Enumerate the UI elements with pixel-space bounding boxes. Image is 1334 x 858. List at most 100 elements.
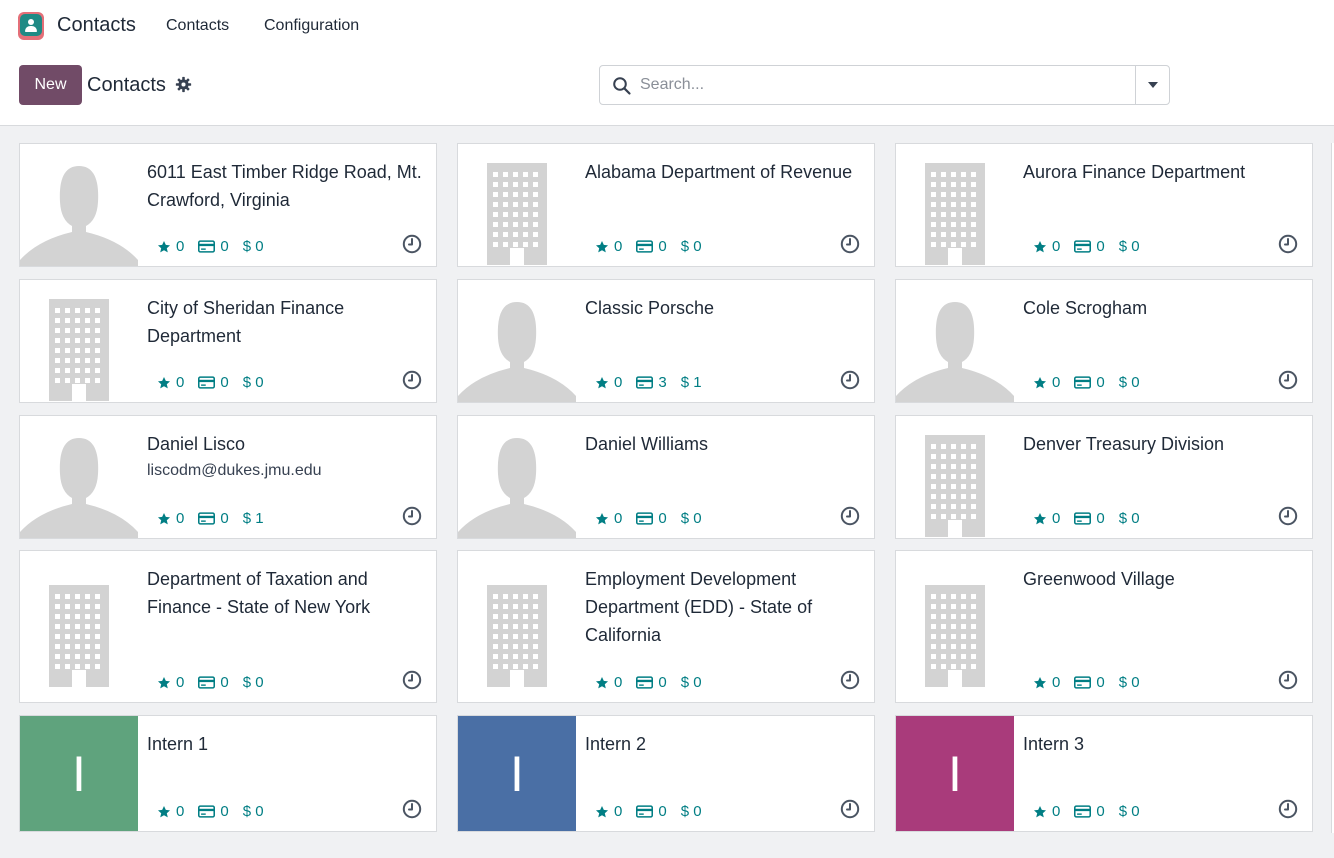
activity-clock-icon[interactable]: [840, 370, 860, 390]
activity-clock-icon[interactable]: [840, 670, 860, 690]
sales-stat[interactable]: $ 1: [681, 374, 702, 391]
contact-card[interactable]: Aurora Finance Department 0 0 $ 0: [895, 143, 1313, 267]
activity-clock-icon[interactable]: [1278, 799, 1298, 819]
sales-stat[interactable]: $ 0: [681, 238, 702, 255]
contact-card[interactable]: Employment Development Department (EDD) …: [457, 550, 875, 703]
contact-card[interactable]: I Intern 1 0 0 $ 0: [19, 715, 437, 832]
contact-card[interactable]: 6011 East Timber Ridge Road, Mt. Crawfor…: [19, 143, 437, 267]
opportunities-stat[interactable]: 0: [157, 510, 184, 527]
initial-avatar: I: [20, 716, 138, 831]
activity-clock-icon[interactable]: [402, 506, 422, 526]
sales-stat[interactable]: $ 0: [243, 803, 264, 820]
opportunities-stat[interactable]: 0: [595, 674, 622, 691]
opportunities-stat[interactable]: 0: [157, 238, 184, 255]
contact-card[interactable]: Denver Treasury Division 0 0 $ 0: [895, 415, 1313, 539]
sales-stat[interactable]: $ 0: [681, 803, 702, 820]
payments-stat[interactable]: 0: [636, 674, 667, 691]
contact-stats: 0 0 $ 0: [1033, 674, 1154, 691]
contact-card[interactable]: City of Sheridan Finance Department 0 0 $ 0: [19, 279, 437, 403]
opportunities-stat[interactable]: 0: [1033, 510, 1060, 527]
app-name[interactable]: Contacts: [57, 14, 136, 36]
opportunities-stat[interactable]: 0: [595, 510, 622, 527]
contact-card[interactable]: Daniel Williams 0 0 $ 0: [457, 415, 875, 539]
contact-card[interactable]: Greenwood Village 0 0 $ 0: [895, 550, 1313, 703]
contact-card[interactable]: Cole Scrogham 0 0 $ 0: [895, 279, 1313, 403]
opportunities-stat[interactable]: 0: [1033, 238, 1060, 255]
payments-stat[interactable]: 0: [1074, 674, 1105, 691]
payments-stat[interactable]: 0: [1074, 803, 1105, 820]
contact-stats: 0 0 $ 0: [1033, 238, 1154, 255]
opportunities-stat[interactable]: 0: [595, 803, 622, 820]
contact-card[interactable]: Department of Taxation and Finance - Sta…: [19, 550, 437, 703]
payments-stat[interactable]: 0: [636, 803, 667, 820]
payments-stat[interactable]: 0: [636, 510, 667, 527]
payments-count: 0: [658, 238, 667, 255]
activity-clock-icon[interactable]: [402, 799, 422, 819]
contact-name: Aurora Finance Department: [1023, 162, 1246, 182]
activity-clock-icon[interactable]: [1278, 670, 1298, 690]
opportunities-stat[interactable]: 0: [157, 374, 184, 391]
star-icon: [157, 376, 171, 388]
sales-stat[interactable]: $ 0: [681, 510, 702, 527]
contact-card[interactable]: I Intern 2 0 0 $ 0: [457, 715, 875, 832]
star-icon: [1033, 376, 1047, 388]
activity-clock-icon[interactable]: [1278, 234, 1298, 254]
person-avatar-icon: [458, 416, 576, 538]
sales-stat[interactable]: $ 0: [1119, 510, 1140, 527]
contact-card[interactable]: I Intern 3 0 0 $ 0: [895, 715, 1313, 832]
payments-count: 0: [658, 510, 667, 527]
next-column-edge: [1331, 143, 1334, 833]
payments-stat[interactable]: 0: [1074, 374, 1105, 391]
opportunities-stat[interactable]: 0: [157, 803, 184, 820]
contact-card[interactable]: Classic Porsche 0 3 $ 1: [457, 279, 875, 403]
opportunities-stat[interactable]: 0: [1033, 374, 1060, 391]
new-button[interactable]: New: [19, 65, 82, 105]
company-building-icon: [896, 416, 1014, 538]
payments-stat[interactable]: 0: [1074, 238, 1105, 255]
sales-stat[interactable]: $ 1: [243, 510, 264, 527]
sales-stat[interactable]: $ 0: [243, 674, 264, 691]
activity-clock-icon[interactable]: [840, 234, 860, 254]
contact-card[interactable]: Alabama Department of Revenue 0 0 $ 0: [457, 143, 875, 267]
opportunities-stat[interactable]: 0: [595, 238, 622, 255]
sales-stat[interactable]: $ 0: [1119, 674, 1140, 691]
activity-clock-icon[interactable]: [840, 506, 860, 526]
menu-contacts[interactable]: Contacts: [166, 17, 230, 34]
activity-clock-icon[interactable]: [1278, 370, 1298, 390]
contact-card[interactable]: Daniel Lisco liscodm@dukes.jmu.edu 0 0 $ 1: [19, 415, 437, 539]
contacts-app-icon[interactable]: [18, 12, 44, 40]
opportunities-count: 0: [176, 510, 185, 527]
sales-stat[interactable]: $ 0: [1119, 803, 1140, 820]
opportunities-count: 0: [614, 510, 623, 527]
opportunities-stat[interactable]: 0: [1033, 674, 1060, 691]
sales-stat[interactable]: $ 0: [1119, 374, 1140, 391]
opportunities-stat[interactable]: 0: [1033, 803, 1060, 820]
payments-stat[interactable]: 0: [198, 803, 229, 820]
credit-card-icon: [1074, 376, 1092, 389]
payments-count: 0: [658, 674, 667, 691]
gear-icon[interactable]: [175, 76, 192, 93]
sales-stat[interactable]: $ 0: [243, 374, 264, 391]
search-input[interactable]: [640, 66, 1130, 104]
activity-clock-icon[interactable]: [402, 670, 422, 690]
payments-stat[interactable]: 0: [198, 238, 229, 255]
payments-stat[interactable]: 0: [198, 674, 229, 691]
payments-stat[interactable]: 0: [198, 374, 229, 391]
opportunities-stat[interactable]: 0: [157, 674, 184, 691]
search-options-toggle[interactable]: [1135, 66, 1170, 104]
sales-stat[interactable]: $ 0: [681, 674, 702, 691]
activity-clock-icon[interactable]: [840, 799, 860, 819]
contact-stats: 0 0 $ 0: [595, 238, 716, 255]
menu-configuration[interactable]: Configuration: [264, 17, 360, 34]
payments-stat[interactable]: 3: [636, 374, 667, 391]
payments-stat[interactable]: 0: [1074, 510, 1105, 527]
activity-clock-icon[interactable]: [402, 234, 422, 254]
payments-stat[interactable]: 0: [198, 510, 229, 527]
sales-stat[interactable]: $ 0: [243, 238, 264, 255]
payments-stat[interactable]: 0: [636, 238, 667, 255]
opportunities-stat[interactable]: 0: [595, 374, 622, 391]
activity-clock-icon[interactable]: [1278, 506, 1298, 526]
activity-clock-icon[interactable]: [402, 370, 422, 390]
contact-stats: 0 3 $ 1: [595, 374, 716, 391]
sales-stat[interactable]: $ 0: [1119, 238, 1140, 255]
